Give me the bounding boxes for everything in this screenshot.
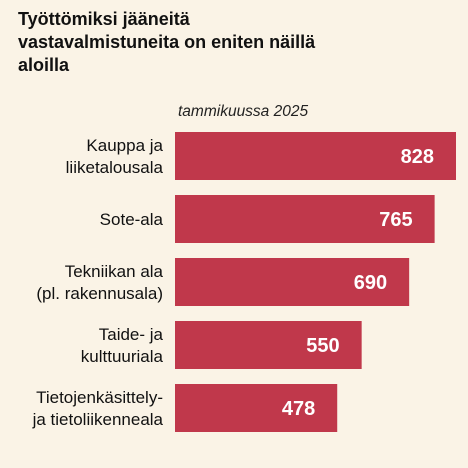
bar-2 (175, 258, 410, 306)
category-label-3-line-0: Taide- ja (99, 325, 164, 344)
chart-subtitle: tammikuussa 2025 (178, 103, 309, 120)
value-label-2: 690 (354, 272, 387, 294)
chart-title: Työttömiksi jääneitä vastavalmistuneita … (18, 9, 316, 75)
bar-4 (175, 384, 338, 432)
category-label-0-line-1: liiketalousala (66, 158, 164, 177)
category-label-4-line-0: Tietojenkäsittely- (36, 388, 163, 407)
category-label-4-line-1: ja tietoliikenneala (32, 410, 164, 429)
category-label-0-line-0: Kauppa ja (86, 136, 163, 155)
bar-1 (175, 195, 435, 243)
category-label-2-line-0: Tekniikan ala (65, 262, 164, 281)
value-label-3: 550 (306, 335, 339, 357)
category-label-2-line-1: (pl. rakennusala) (36, 284, 163, 303)
value-labels: 828 765 690 550 478 (282, 146, 434, 420)
bar-3 (175, 321, 362, 369)
bars (175, 132, 456, 432)
category-label-3-line-1: kulttuuriala (81, 347, 164, 366)
category-labels: Kauppa ja liiketalousala Sote-ala Tekniikan… (32, 136, 164, 429)
value-label-1: 765 (379, 209, 412, 231)
value-label-0: 828 (401, 146, 434, 168)
category-label-1: Sote-ala (100, 210, 164, 229)
value-label-4: 478 (282, 398, 315, 420)
bar-0 (175, 132, 456, 180)
